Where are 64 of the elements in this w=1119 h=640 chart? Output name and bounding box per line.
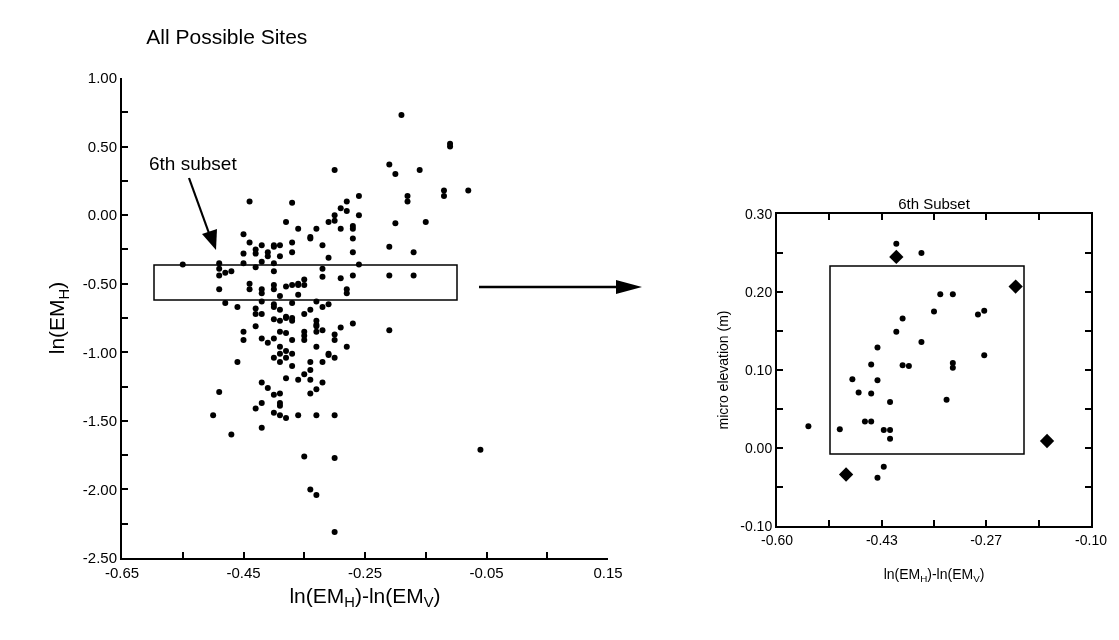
y-tick-label: 1.00 bbox=[87, 69, 117, 87]
point bbox=[899, 315, 906, 322]
y-tick-label: -1.50 bbox=[82, 412, 117, 430]
y-tick-label: -0.50 bbox=[82, 274, 117, 292]
y-tick-label: -2.50 bbox=[82, 549, 117, 567]
point bbox=[887, 398, 894, 405]
point bbox=[1039, 433, 1055, 449]
point bbox=[874, 377, 881, 384]
chart-title: All Possible Sites bbox=[146, 24, 308, 48]
point bbox=[889, 249, 904, 265]
point bbox=[874, 474, 881, 481]
annotation: 6th subset bbox=[149, 153, 238, 174]
point bbox=[918, 250, 925, 256]
point bbox=[974, 311, 981, 318]
point bbox=[905, 363, 912, 370]
x-tick-label: -0.27 bbox=[970, 531, 1003, 548]
y-axis-title: micro elevation (m) bbox=[715, 310, 732, 430]
point bbox=[893, 240, 900, 247]
point bbox=[874, 344, 881, 351]
point bbox=[887, 435, 894, 442]
y-tick-label: 0.50 bbox=[87, 137, 117, 155]
point bbox=[931, 308, 937, 315]
point bbox=[880, 427, 887, 434]
point bbox=[855, 389, 862, 396]
point bbox=[868, 361, 875, 368]
point bbox=[899, 362, 906, 369]
x-tick-label: -0.05 bbox=[469, 564, 504, 581]
point bbox=[868, 390, 875, 397]
x-tick-label: -0.10 bbox=[1075, 531, 1108, 548]
point bbox=[887, 427, 894, 434]
point bbox=[1008, 279, 1023, 294]
point bbox=[937, 291, 944, 298]
y-tick-label: 0.10 bbox=[744, 361, 773, 378]
point bbox=[949, 364, 956, 371]
chart-title: 6th Subset bbox=[898, 194, 971, 212]
y-tick-label: 0.30 bbox=[744, 205, 773, 222]
point bbox=[893, 328, 900, 335]
x-axis-title: ln(EM$_{H}$)-ln(EM$_{V}$) bbox=[289, 583, 441, 611]
x-tick-label: -0.65 bbox=[104, 564, 140, 581]
point bbox=[981, 307, 988, 314]
point bbox=[849, 376, 856, 383]
y-tick-label: -0.10 bbox=[740, 517, 773, 534]
point bbox=[949, 359, 956, 366]
point bbox=[861, 418, 868, 425]
point bbox=[868, 418, 875, 425]
point bbox=[838, 467, 854, 482]
y-tick-label: 0.00 bbox=[87, 206, 117, 224]
point bbox=[943, 396, 950, 403]
x-tick-label: -0.43 bbox=[865, 531, 899, 548]
y-tick-label: -1.00 bbox=[82, 343, 117, 361]
x-axis-title: ln(EM$_{H}$)-ln(EM$_{V}$) bbox=[883, 565, 985, 584]
point bbox=[805, 423, 812, 430]
y-tick-label: -2.00 bbox=[82, 480, 117, 498]
point bbox=[981, 352, 988, 359]
x-tick-label: 0.15 bbox=[593, 564, 623, 581]
point bbox=[949, 291, 956, 298]
x-tick-label: -0.60 bbox=[761, 531, 794, 548]
y-tick-label: 0.20 bbox=[744, 283, 773, 300]
x-tick-label: -0.45 bbox=[226, 564, 261, 581]
x-tick-label: -0.25 bbox=[347, 564, 383, 581]
point bbox=[880, 463, 887, 470]
point bbox=[836, 426, 843, 433]
point bbox=[918, 338, 925, 345]
y-tick-label: 0.00 bbox=[744, 439, 773, 456]
